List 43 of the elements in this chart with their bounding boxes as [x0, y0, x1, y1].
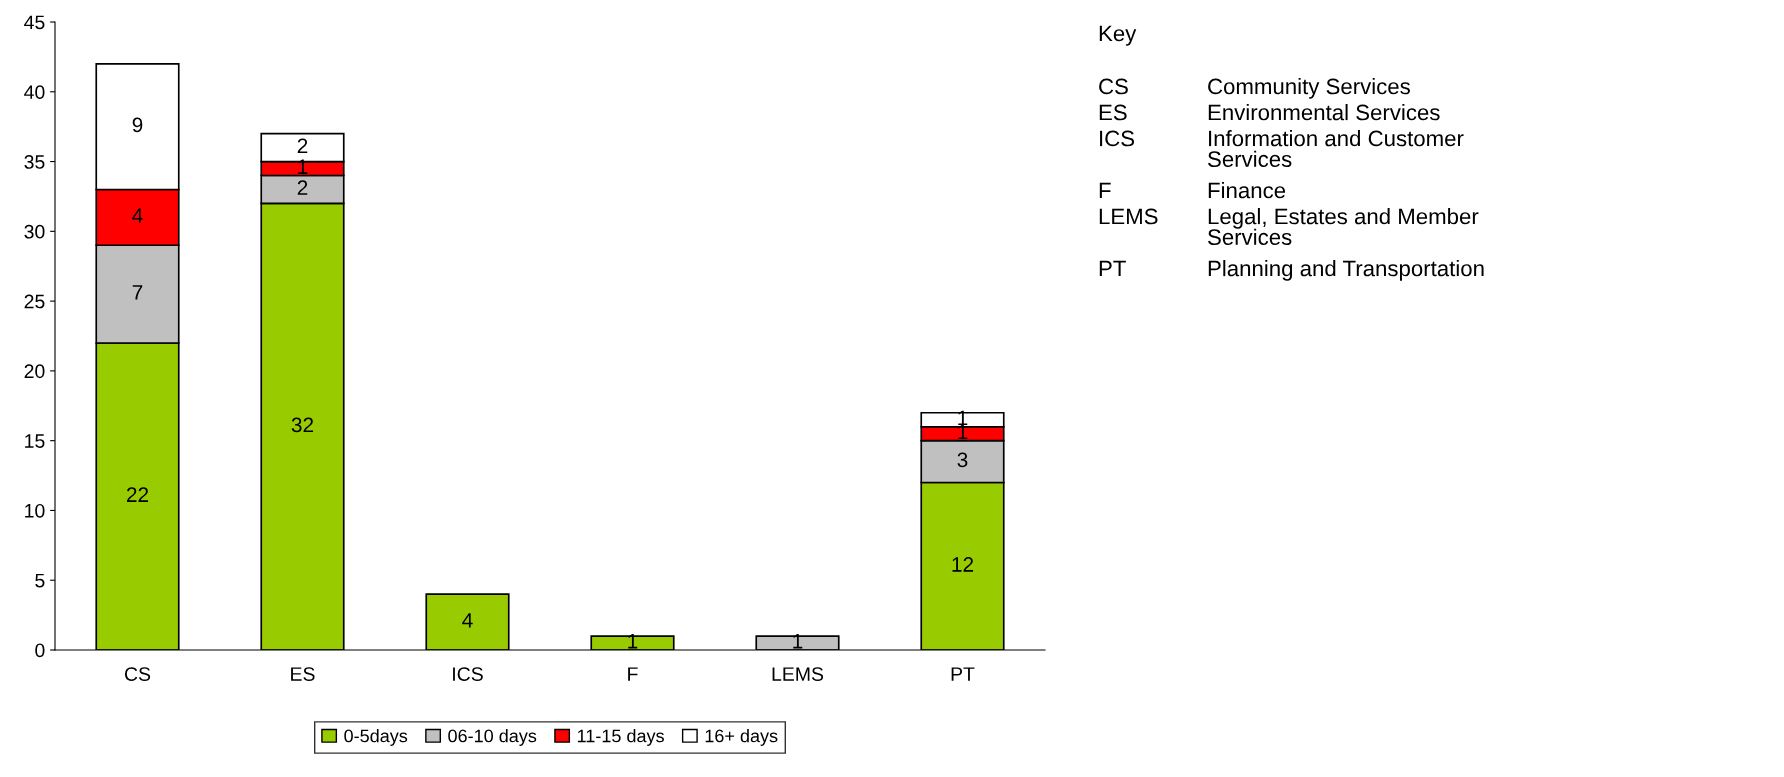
y-tick-label: 15	[25, 434, 45, 448]
x-tick-label: CS	[124, 667, 151, 681]
text: ES	[1099, 104, 1127, 121]
text: Legal, Estates and Member Services	[1208, 208, 1479, 246]
text: Community Services	[1208, 78, 1410, 99]
y-tick-label: 25	[24, 294, 45, 309]
text: Finance	[1208, 182, 1286, 199]
text: LEMS	[1099, 208, 1158, 225]
legend-label: 11-15 days	[577, 729, 664, 746]
x-tick-label: ICS	[453, 667, 483, 681]
legend-label: 0-5days	[344, 729, 408, 746]
data-label: 12	[952, 557, 974, 572]
text: PT	[1099, 260, 1126, 277]
y-tick-label: 35	[24, 155, 45, 169]
data-label: 2	[297, 138, 308, 153]
y-tick-label: 5	[35, 573, 45, 588]
data-label: 4	[462, 613, 473, 628]
text: Environmental Services	[1208, 104, 1440, 121]
y-tick-label: 40	[24, 85, 45, 100]
x-tick-label: ES	[291, 667, 315, 681]
x-tick-label: PT	[951, 667, 975, 681]
legend-label: 06-10 days	[448, 729, 537, 746]
data-label: 22	[126, 487, 149, 502]
data-label: 3	[957, 452, 968, 468]
y-tick-label: 0	[35, 643, 45, 658]
y-tick-label: 10	[25, 503, 45, 518]
data-label: 4	[132, 208, 143, 223]
text: ICS	[1100, 130, 1135, 147]
text: F	[1099, 182, 1111, 199]
x-tick-label: F	[628, 667, 638, 681]
y-tick-label: 20	[24, 364, 45, 379]
data-label: 7	[132, 285, 143, 300]
data-label: 32	[291, 417, 314, 433]
y-tick-label: 45	[24, 15, 45, 30]
text: CS	[1099, 78, 1128, 95]
text: Information and Customer Services	[1208, 130, 1464, 168]
text: Planning and Transportation	[1208, 260, 1484, 281]
legend-label: 16+ days	[705, 729, 778, 746]
data-label: 9	[132, 117, 143, 133]
y-tick-label: 30	[24, 224, 45, 239]
data-label: 2	[297, 180, 308, 195]
text: Key	[1099, 25, 1137, 46]
x-tick-label: LEMS	[772, 667, 824, 681]
